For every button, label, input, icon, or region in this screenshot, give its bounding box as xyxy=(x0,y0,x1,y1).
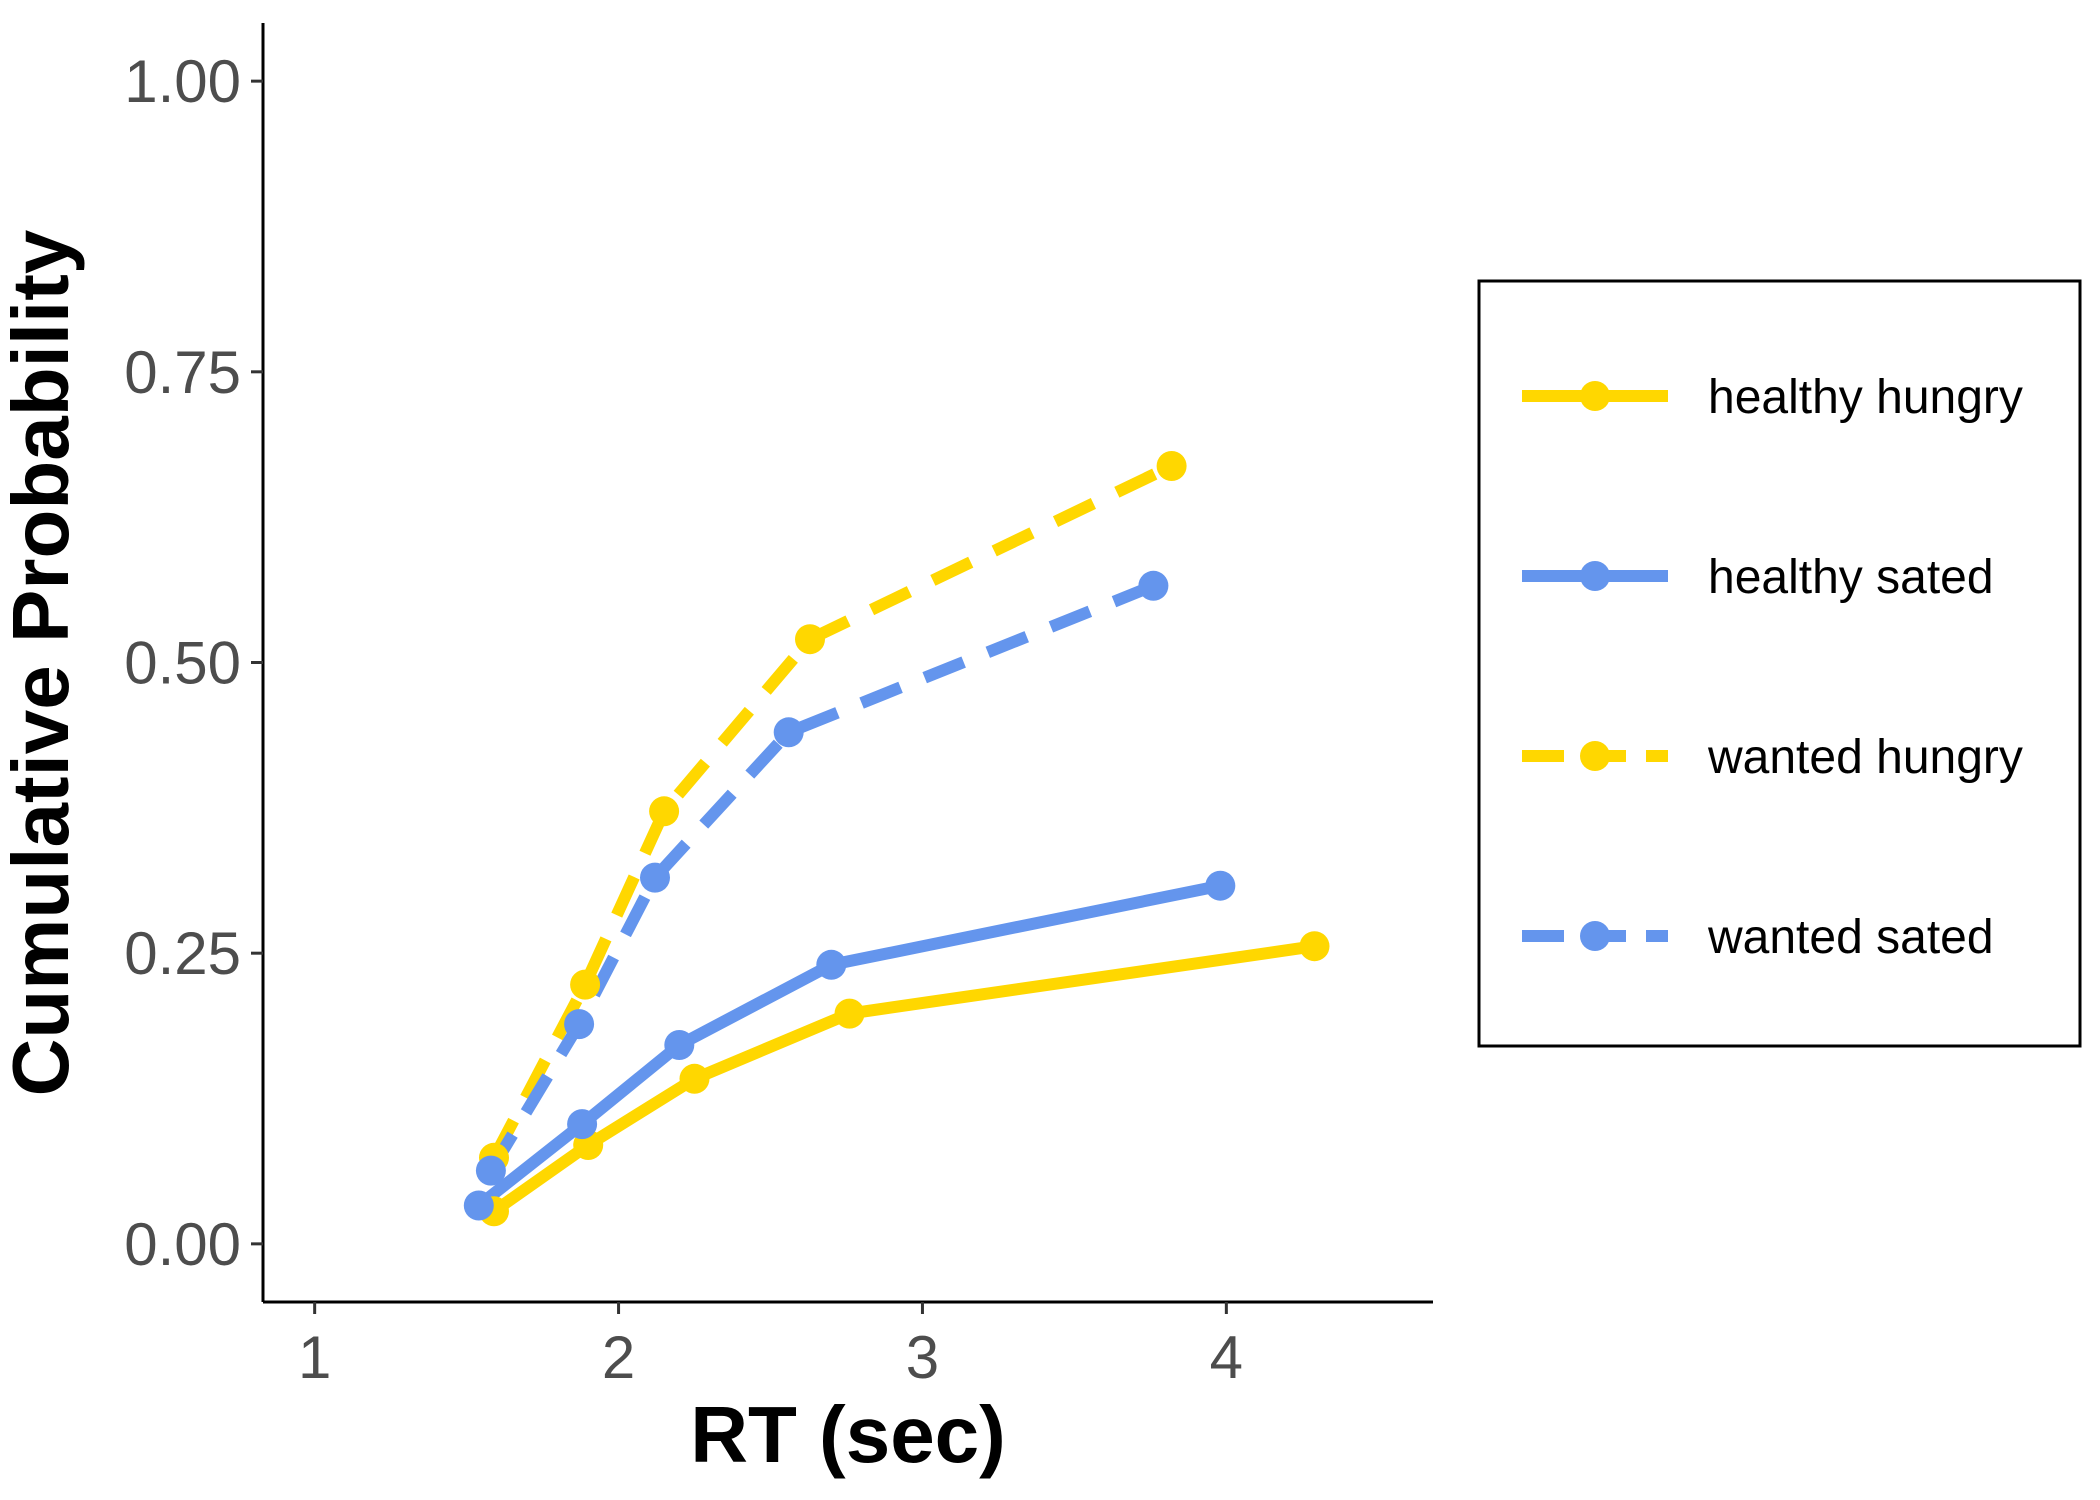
x-tick-label: 4 xyxy=(1210,1324,1243,1391)
data-point-wanted-hungry xyxy=(649,796,680,827)
y-ticks: 0.00 0.25 0.50 0.75 1.00 xyxy=(124,48,263,1278)
x-tick-label: 2 xyxy=(602,1324,635,1391)
legend-item-wanted-sated: wanted sated xyxy=(1522,911,1994,964)
data-point-healthy-sated xyxy=(1205,870,1236,901)
legend-key-point xyxy=(1580,741,1610,771)
y-tick-label: 1.00 xyxy=(124,48,241,115)
y-tick-label: 0.00 xyxy=(124,1211,241,1278)
data-point-healthy-sated xyxy=(816,949,847,980)
x-tick-label: 3 xyxy=(906,1324,939,1391)
data-point-healthy-sated xyxy=(567,1109,598,1140)
data-point-wanted-sated xyxy=(640,862,670,893)
legend-label: wanted sated xyxy=(1707,911,1994,964)
legend-item-healthy-hungry: healthy hungry xyxy=(1522,371,2023,424)
data-point-wanted-hungry xyxy=(570,969,601,1000)
data-point-wanted-sated xyxy=(564,1009,595,1040)
y-tick-label: 0.25 xyxy=(124,920,241,987)
legend: healthy hungry healthy sated wanted hungry… xyxy=(1477,279,2082,1048)
x-tick-label: 1 xyxy=(298,1324,331,1391)
legend-label: wanted hungry xyxy=(1707,731,2023,784)
data-point-healthy-sated xyxy=(463,1190,494,1221)
data-point-healthy-hungry xyxy=(1299,931,1330,962)
legend-key-point xyxy=(1580,921,1610,951)
y-tick-label: 0.75 xyxy=(124,339,241,406)
legend-item-healthy-sated: healthy sated xyxy=(1522,551,1994,604)
y-axis-title: Cumulative Probability xyxy=(0,229,85,1096)
x-axis-title: RT (sec) xyxy=(690,1390,1006,1479)
data-point-healthy-hungry xyxy=(834,998,865,1029)
legend-key-point xyxy=(1580,561,1610,591)
series-line-healthy-hungry xyxy=(490,940,1316,1217)
data-point-wanted-hungry xyxy=(795,624,825,655)
y-tick-label: 0.50 xyxy=(124,630,241,697)
plot-lines xyxy=(475,460,1316,1217)
data-point-wanted-sated xyxy=(773,717,804,748)
legend-box xyxy=(1477,279,2082,1048)
series-line-wanted-sated xyxy=(485,580,1156,1174)
series-line-wanted-hungry xyxy=(488,460,1175,1161)
data-point-wanted-sated xyxy=(1138,570,1169,601)
legend-items: healthy hungry healthy sated wanted hungry… xyxy=(1522,371,2023,964)
legend-label: healthy hungry xyxy=(1708,371,2023,424)
data-point-wanted-sated xyxy=(475,1155,506,1186)
x-ticks: 1 2 3 4 xyxy=(298,1302,1243,1391)
legend-key-point xyxy=(1580,381,1610,411)
plot-points xyxy=(463,451,1330,1227)
legend-label: healthy sated xyxy=(1708,551,1994,604)
data-point-healthy-sated xyxy=(664,1030,695,1060)
data-point-healthy-hungry xyxy=(679,1063,710,1094)
legend-item-wanted-hungry: wanted hungry xyxy=(1522,731,2023,784)
data-point-wanted-hungry xyxy=(1156,451,1187,481)
